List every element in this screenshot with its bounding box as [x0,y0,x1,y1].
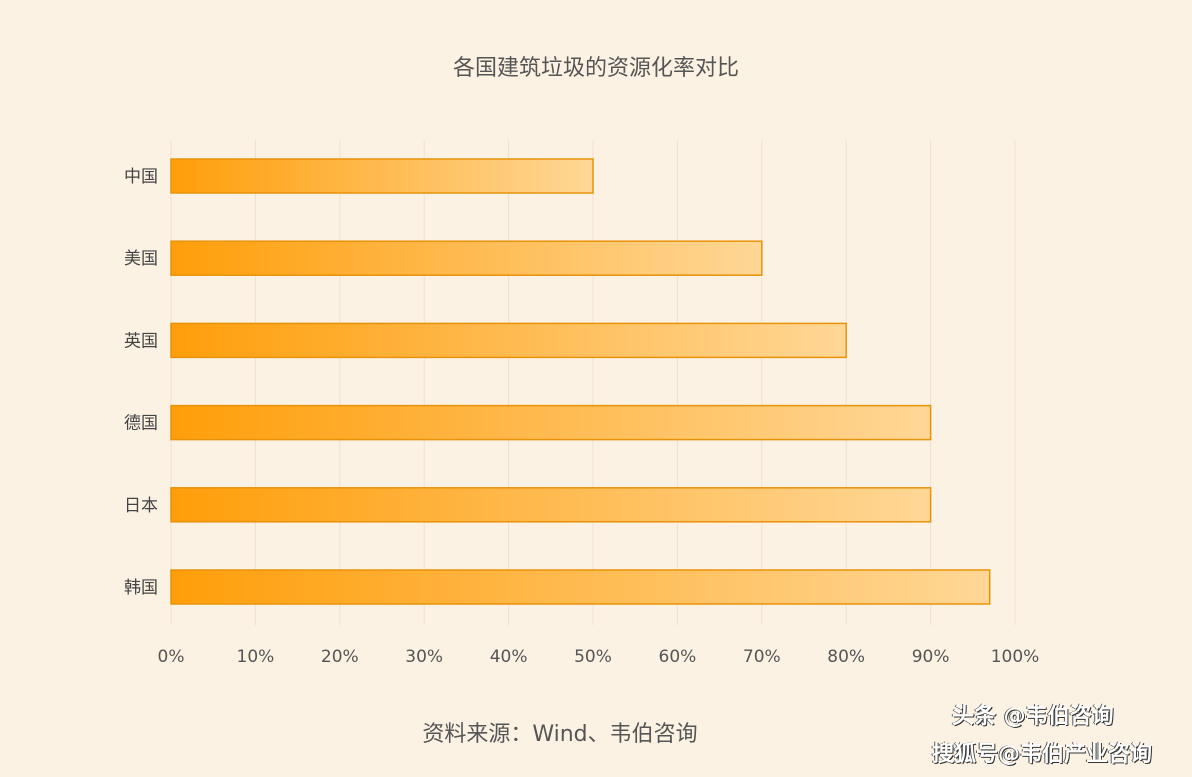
y-category-label: 美国 [124,249,158,269]
x-tick-label: 70% [743,647,781,667]
x-tick-label: 10% [237,647,275,667]
bar [170,487,932,523]
source-note: 资料来源：Wind、韦伯咨询 [422,722,698,747]
watermark: 头条 @韦伯咨询 [952,704,1114,729]
y-category-label: 韩国 [124,578,158,598]
bar [170,240,763,276]
y-category-label: 日本 [124,496,158,516]
bar [170,322,847,359]
x-tick-label: 90% [912,647,950,667]
watermark: 搜狐号@韦伯产业咨询 [932,742,1153,767]
bar [170,569,991,605]
y-category-label: 中国 [124,167,158,187]
y-category-label: 英国 [124,331,158,351]
x-tick-label: 20% [321,647,359,667]
x-tick-label: 80% [827,647,865,667]
x-tick-label: 40% [490,647,528,667]
bar [170,158,594,194]
x-tick-label: 60% [659,647,697,667]
y-category-label: 德国 [124,414,158,434]
x-tick-label: 100% [991,647,1040,667]
x-tick-label: 30% [405,647,443,667]
x-tick-label: 50% [574,647,612,667]
x-tick-label: 0% [158,647,185,667]
chart-title: 各国建筑垃圾的资源化率对比 [452,56,739,81]
bar [170,404,932,441]
